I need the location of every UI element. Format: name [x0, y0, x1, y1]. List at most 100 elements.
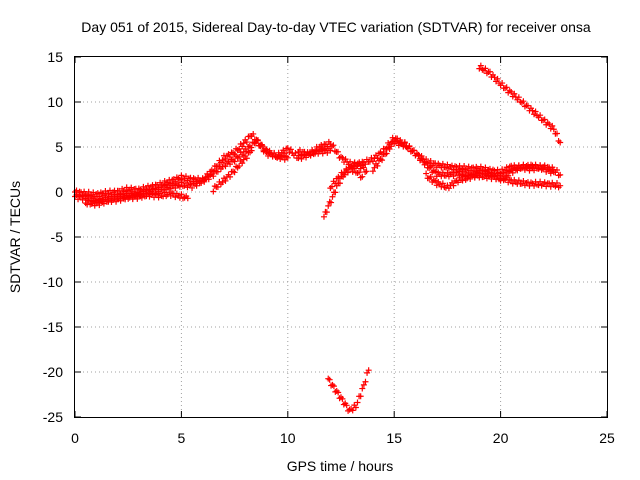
data-point: [433, 182, 440, 189]
data-point: [541, 164, 548, 171]
series-track-11: [476, 62, 564, 146]
data-point: [499, 166, 506, 173]
data-point: [532, 161, 539, 168]
data-point: [415, 152, 422, 159]
y-tick-label: 15: [47, 49, 63, 65]
data-point: [374, 162, 381, 169]
data-point: [349, 168, 356, 175]
data-point: [296, 146, 303, 153]
data-point: [117, 197, 124, 204]
y-tick-label: -10: [43, 274, 63, 290]
data-point: [326, 198, 333, 205]
data-point: [96, 202, 103, 209]
data-point: [198, 180, 205, 187]
data-point: [546, 121, 553, 128]
plot-area: [72, 62, 564, 414]
data-point: [258, 141, 265, 148]
data-point: [557, 182, 564, 189]
data-point: [394, 138, 401, 145]
data-point: [287, 146, 294, 153]
data-point: [85, 188, 92, 195]
y-tick-label: -15: [43, 319, 63, 335]
data-point: [388, 143, 395, 150]
data-point: [239, 151, 246, 158]
data-point: [467, 175, 474, 182]
data-point: [362, 378, 369, 385]
data-point: [499, 80, 506, 87]
data-point: [508, 89, 515, 96]
data-point: [280, 152, 287, 159]
data-point: [450, 173, 457, 180]
data-point: [505, 172, 512, 179]
data-point: [471, 173, 478, 180]
data-point: [427, 157, 434, 164]
data-point: [541, 116, 548, 123]
data-point: [319, 145, 326, 152]
data-point: [193, 182, 200, 189]
data-point: [222, 163, 229, 170]
data-point: [210, 173, 217, 180]
data-point: [503, 84, 510, 91]
data-point: [182, 173, 189, 180]
data-point: [395, 142, 402, 149]
data-point: [365, 367, 372, 374]
data-point: [347, 158, 354, 165]
data-point: [531, 182, 538, 189]
data-point: [269, 153, 276, 160]
data-point: [432, 177, 439, 184]
data-point: [357, 393, 364, 400]
data-point: [552, 183, 559, 190]
data-point: [362, 169, 369, 176]
data-point: [343, 402, 350, 409]
data-point: [550, 126, 557, 133]
data-point: [219, 163, 226, 170]
data-point: [557, 139, 564, 146]
series-track-1: [72, 130, 334, 200]
data-point: [138, 194, 145, 201]
data-point: [329, 381, 336, 388]
data-point: [520, 98, 527, 105]
chart-title: Day 051 of 2015, Sidereal Day-to-day VTE…: [81, 19, 591, 35]
data-point: [332, 189, 339, 196]
data-point: [227, 173, 234, 180]
data-point: [231, 158, 238, 165]
data-point: [423, 170, 430, 177]
data-point: [222, 177, 229, 184]
x-tick-label: 5: [178, 430, 186, 446]
data-point: [371, 164, 378, 171]
plot-frame: [74, 56, 608, 418]
data-point: [236, 163, 243, 170]
data-point: [491, 74, 498, 81]
data-point: [239, 143, 246, 150]
data-point: [557, 171, 564, 178]
data-point: [128, 184, 135, 191]
data-point: [243, 155, 250, 162]
data-point: [511, 90, 518, 97]
series-track-3: [82, 189, 191, 209]
data-point: [410, 147, 417, 154]
series-track-4: [210, 147, 255, 195]
data-point: [210, 188, 217, 195]
data-point: [445, 185, 452, 192]
data-point: [90, 198, 97, 205]
data-point: [328, 199, 335, 206]
data-point: [184, 195, 191, 202]
data-point: [439, 180, 446, 187]
data-point: [312, 147, 319, 154]
data-point: [549, 122, 556, 129]
data-point: [182, 180, 189, 187]
data-point: [324, 149, 331, 156]
data-point: [236, 153, 243, 160]
data-point: [325, 375, 332, 382]
data-point: [319, 150, 326, 157]
data-point: [236, 145, 243, 152]
data-point: [515, 177, 522, 184]
data-point: [537, 162, 544, 169]
data-point: [250, 130, 257, 137]
data-point: [222, 156, 229, 163]
data-point: [281, 156, 288, 163]
data-point: [541, 179, 548, 186]
data-point: [326, 376, 333, 383]
x-tick-label: 25: [599, 430, 615, 446]
data-point: [494, 75, 501, 82]
